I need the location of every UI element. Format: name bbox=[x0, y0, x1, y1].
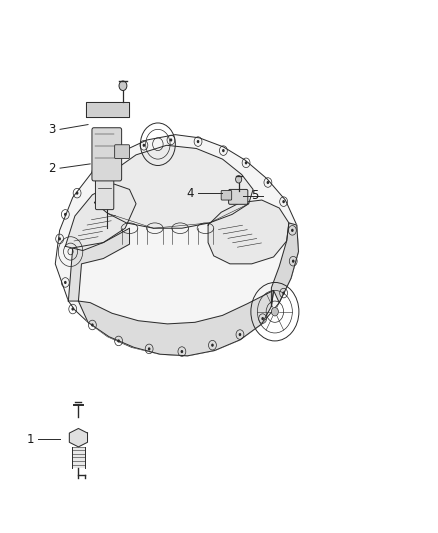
Circle shape bbox=[117, 155, 119, 158]
Circle shape bbox=[64, 213, 67, 216]
FancyBboxPatch shape bbox=[115, 145, 130, 159]
Circle shape bbox=[170, 139, 172, 142]
Circle shape bbox=[76, 191, 78, 195]
FancyBboxPatch shape bbox=[95, 177, 114, 209]
Circle shape bbox=[71, 308, 74, 311]
Circle shape bbox=[211, 344, 214, 347]
Polygon shape bbox=[208, 200, 289, 264]
Text: 2: 2 bbox=[49, 161, 56, 175]
Text: 4: 4 bbox=[187, 187, 194, 200]
Polygon shape bbox=[272, 223, 298, 306]
Circle shape bbox=[222, 149, 225, 152]
Circle shape bbox=[245, 161, 247, 165]
Circle shape bbox=[95, 170, 97, 173]
FancyBboxPatch shape bbox=[229, 189, 248, 204]
Text: 1: 1 bbox=[27, 433, 34, 446]
Circle shape bbox=[261, 317, 264, 320]
Text: 3: 3 bbox=[49, 123, 56, 136]
Circle shape bbox=[239, 333, 241, 336]
Circle shape bbox=[58, 237, 61, 240]
Circle shape bbox=[180, 350, 183, 353]
FancyBboxPatch shape bbox=[92, 128, 122, 181]
Text: 5: 5 bbox=[251, 189, 258, 203]
Polygon shape bbox=[86, 102, 129, 117]
Circle shape bbox=[117, 340, 120, 343]
Circle shape bbox=[143, 144, 145, 147]
Circle shape bbox=[267, 181, 269, 184]
Polygon shape bbox=[78, 290, 274, 356]
Circle shape bbox=[291, 229, 293, 232]
Circle shape bbox=[283, 292, 285, 295]
Circle shape bbox=[148, 348, 150, 351]
Circle shape bbox=[292, 260, 294, 263]
Circle shape bbox=[119, 81, 127, 91]
Polygon shape bbox=[95, 146, 253, 228]
FancyBboxPatch shape bbox=[72, 447, 85, 468]
Polygon shape bbox=[68, 228, 130, 301]
Circle shape bbox=[272, 308, 279, 316]
Circle shape bbox=[64, 281, 67, 284]
Polygon shape bbox=[69, 429, 88, 447]
Circle shape bbox=[283, 200, 285, 203]
Circle shape bbox=[197, 140, 199, 143]
Circle shape bbox=[91, 324, 94, 327]
Polygon shape bbox=[65, 184, 136, 251]
Circle shape bbox=[236, 175, 242, 183]
FancyBboxPatch shape bbox=[221, 190, 232, 200]
Polygon shape bbox=[55, 135, 298, 356]
